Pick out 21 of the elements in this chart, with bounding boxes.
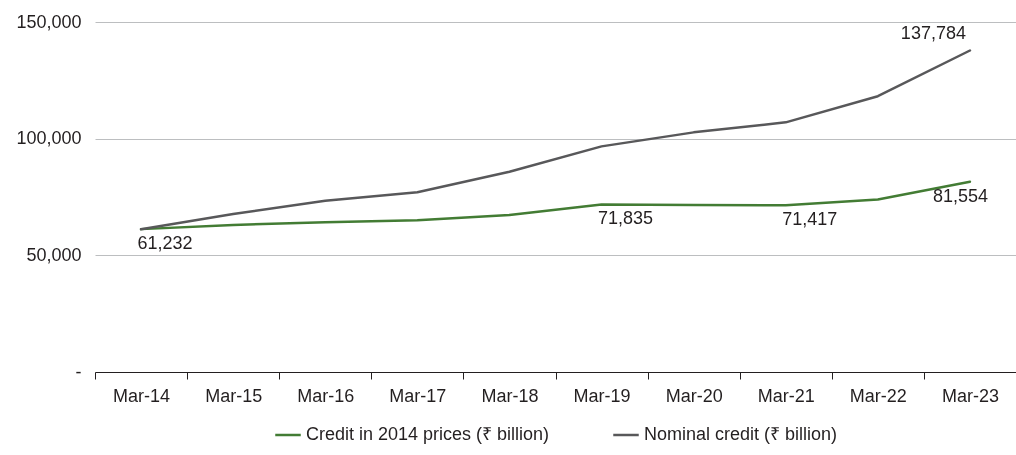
x-tick-label: Mar-17: [389, 385, 447, 406]
data-label: 71,417: [782, 209, 838, 230]
x-tick-label: Mar-22: [849, 385, 907, 406]
data-label: 81,554: [932, 185, 988, 206]
legend-label: Nominal credit (₹ billion): [644, 424, 838, 444]
x-tick-label: Mar-16: [297, 385, 355, 406]
data-label: 61,232: [137, 233, 193, 254]
x-tick-label: Mar-14: [113, 385, 171, 406]
x-tick-label: Mar-20: [665, 385, 723, 406]
x-tick-label: Mar-15: [205, 385, 263, 406]
y-tick-label: -: [75, 361, 82, 382]
y-tick-label: 100,000: [16, 128, 82, 149]
x-tick-label: Mar-19: [573, 385, 631, 406]
data-label: 71,835: [598, 208, 654, 229]
x-tick-label: Mar-21: [757, 385, 815, 406]
x-tick-label: Mar-23: [941, 385, 999, 406]
y-tick-label: 150,000: [16, 11, 82, 32]
legend-label: Credit in 2014 prices (₹ billion): [306, 424, 550, 444]
data-label: 137,784: [900, 22, 966, 43]
x-tick-label: Mar-18: [481, 385, 539, 406]
y-tick-label: 50,000: [26, 244, 82, 265]
